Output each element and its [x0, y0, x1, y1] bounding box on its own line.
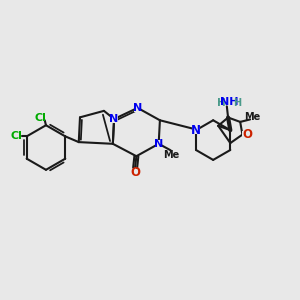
Text: N: N: [110, 114, 119, 124]
Text: H: H: [217, 98, 226, 108]
Text: NH: NH: [220, 97, 238, 107]
Text: N: N: [191, 124, 201, 137]
Bar: [155, 140, 162, 148]
Text: N: N: [133, 103, 142, 113]
Text: Me: Me: [244, 112, 261, 122]
Text: O: O: [242, 128, 252, 141]
Bar: [110, 115, 118, 123]
Text: H: H: [233, 98, 241, 108]
Text: Cl: Cl: [34, 113, 46, 123]
Bar: [134, 104, 141, 112]
Text: Cl: Cl: [10, 131, 22, 141]
Text: Me: Me: [163, 150, 179, 160]
Text: N: N: [154, 139, 163, 149]
Text: O: O: [130, 166, 140, 178]
Bar: [242, 131, 248, 138]
Bar: [192, 127, 200, 134]
